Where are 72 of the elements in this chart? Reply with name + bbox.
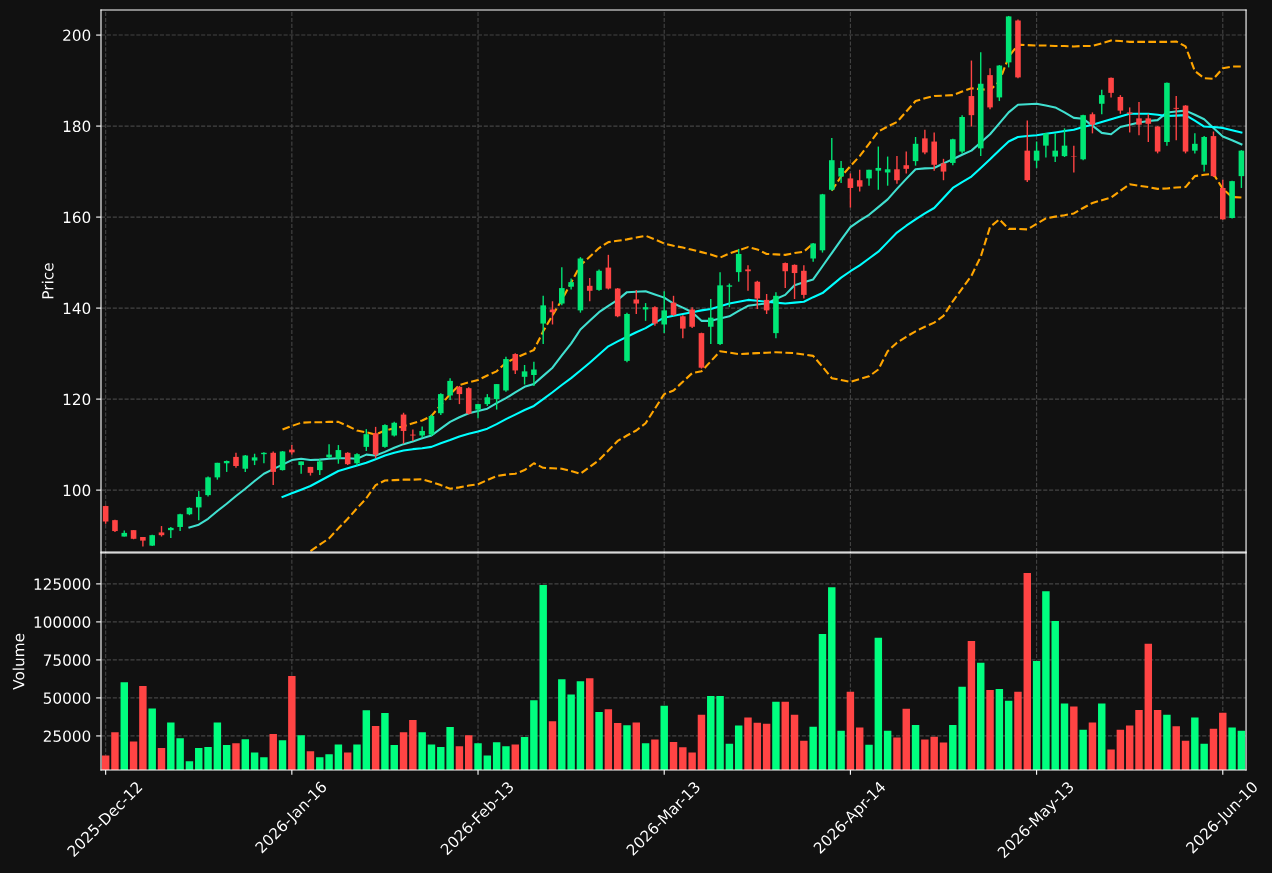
candlestick [428,413,435,437]
candlestick [1192,132,1198,155]
candlestick [549,300,556,326]
candlestick [168,526,174,539]
y-axis-title: Price [41,263,54,299]
candlestick [875,145,882,191]
line-series [281,112,1243,498]
candlestick [596,268,602,292]
candlestick [335,444,342,465]
y-tick-label: 140 [63,302,91,315]
candlestick [633,289,640,315]
candlestick [689,306,695,329]
y-axis-title: Volume [12,633,25,690]
y-tick-label: 75000 [43,654,91,666]
candlestick [531,361,537,387]
candlestick [680,314,686,339]
candlestick [521,364,528,386]
candlestick [652,305,658,327]
y-tick-label: 200 [63,29,91,42]
candlestick [1173,95,1180,141]
candlestick [410,428,416,442]
candlestick [372,426,379,459]
candlestick [1136,101,1142,136]
candlestick [586,277,593,302]
candlestick [605,254,612,291]
candlestick [1098,88,1105,115]
candlestick [1071,144,1077,174]
candlestick [922,129,928,155]
candlestick [903,150,910,175]
candlestick [1089,111,1096,135]
candlestick [540,295,546,345]
candlestick [1117,94,1124,115]
candlestick [205,475,211,498]
y-tick-label: 50000 [43,692,91,704]
candlestick [298,460,304,475]
candlestick [512,352,519,375]
candlestick [754,280,761,310]
candlestick [745,264,751,292]
candlestick [661,290,668,334]
candlestick [838,160,844,184]
candlestick [856,169,863,193]
candlestick [1043,132,1049,159]
candlestick [382,423,388,449]
candlestick [270,450,277,486]
y-tick-label: 180 [63,120,91,133]
y-tick-label: 160 [63,211,91,224]
candlestick [438,392,444,416]
candlestick [559,266,565,307]
candlestick [140,536,146,548]
candlestick [782,261,789,289]
candlestick [1108,76,1114,99]
candlestick [195,490,202,521]
y-tick-label: 100000 [34,616,91,628]
y-tick-label: 25000 [43,730,91,742]
candlestick [1145,113,1152,143]
candlestick [1052,132,1058,163]
candlestick [726,282,733,308]
candlestick [847,172,854,209]
y-tick-label: 125000 [34,578,91,590]
candlestick [894,155,900,185]
candlestick [707,298,714,345]
y-tick-label: 120 [63,393,91,406]
candlestick [940,158,947,181]
candlestick [447,377,453,401]
y-tick-label: 100 [63,484,91,497]
candlestick [810,242,816,263]
candlestick [950,138,956,166]
line-series [188,102,1243,529]
line-series [309,172,1243,552]
candlestick [363,428,370,452]
candlestick [1126,106,1133,134]
candlestick [931,131,937,172]
